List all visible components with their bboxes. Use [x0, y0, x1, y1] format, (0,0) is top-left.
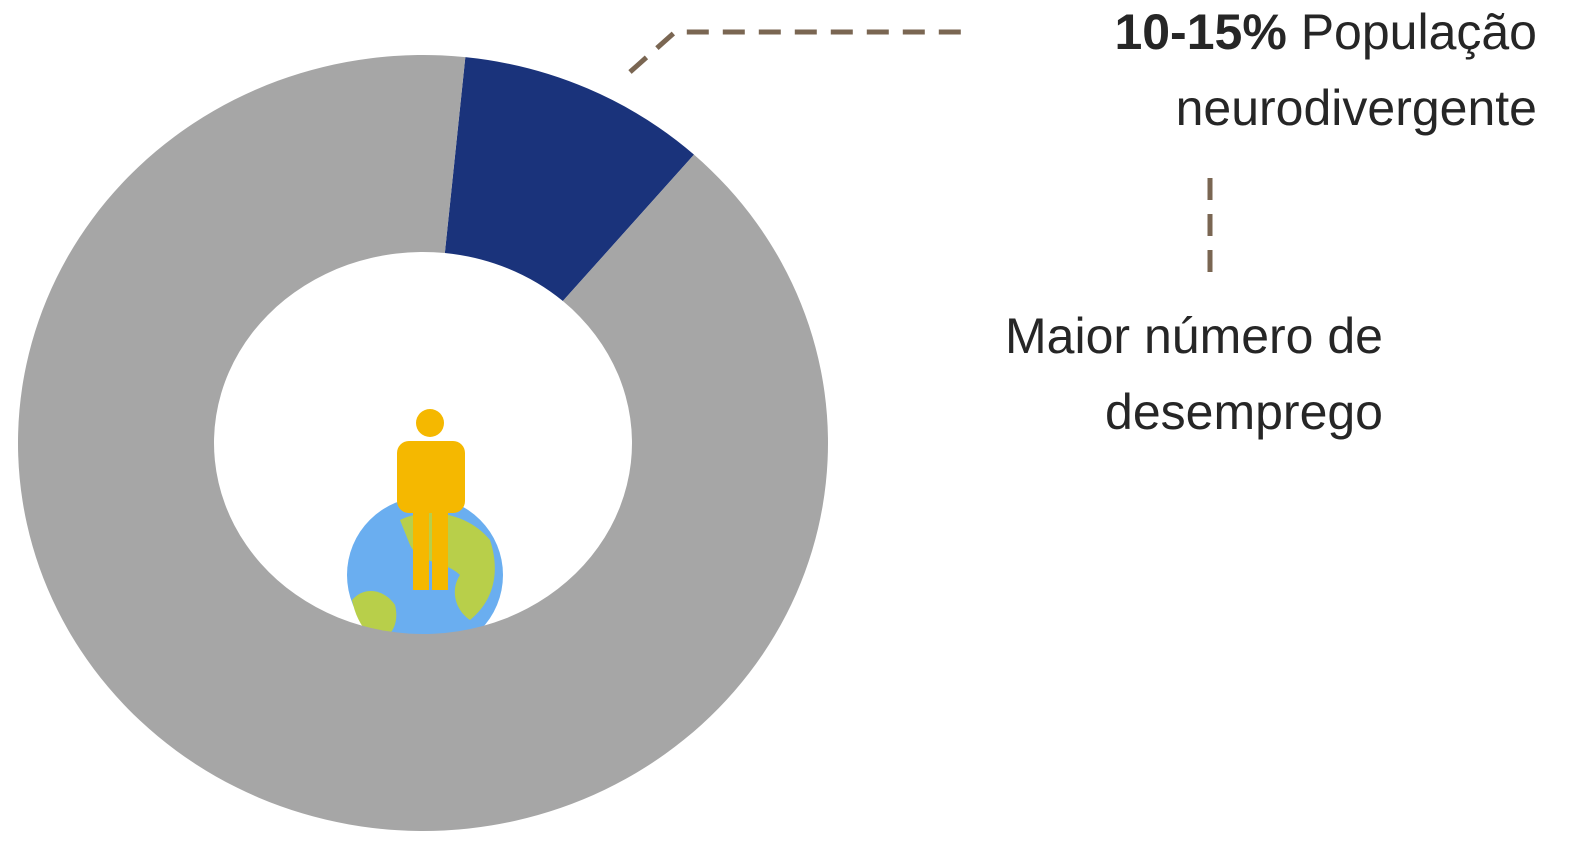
annotation-text: Maior número de desemprego: [1005, 308, 1383, 440]
annotation: 10-15% População neurodivergente: [1017, 0, 1537, 146]
annotation-bold: 10-15%: [1114, 4, 1286, 60]
page: 10-15% População neurodivergente Maior n…: [0, 0, 1596, 851]
annotation: Maior número de desemprego: [913, 298, 1383, 450]
leader-line: [630, 32, 970, 72]
